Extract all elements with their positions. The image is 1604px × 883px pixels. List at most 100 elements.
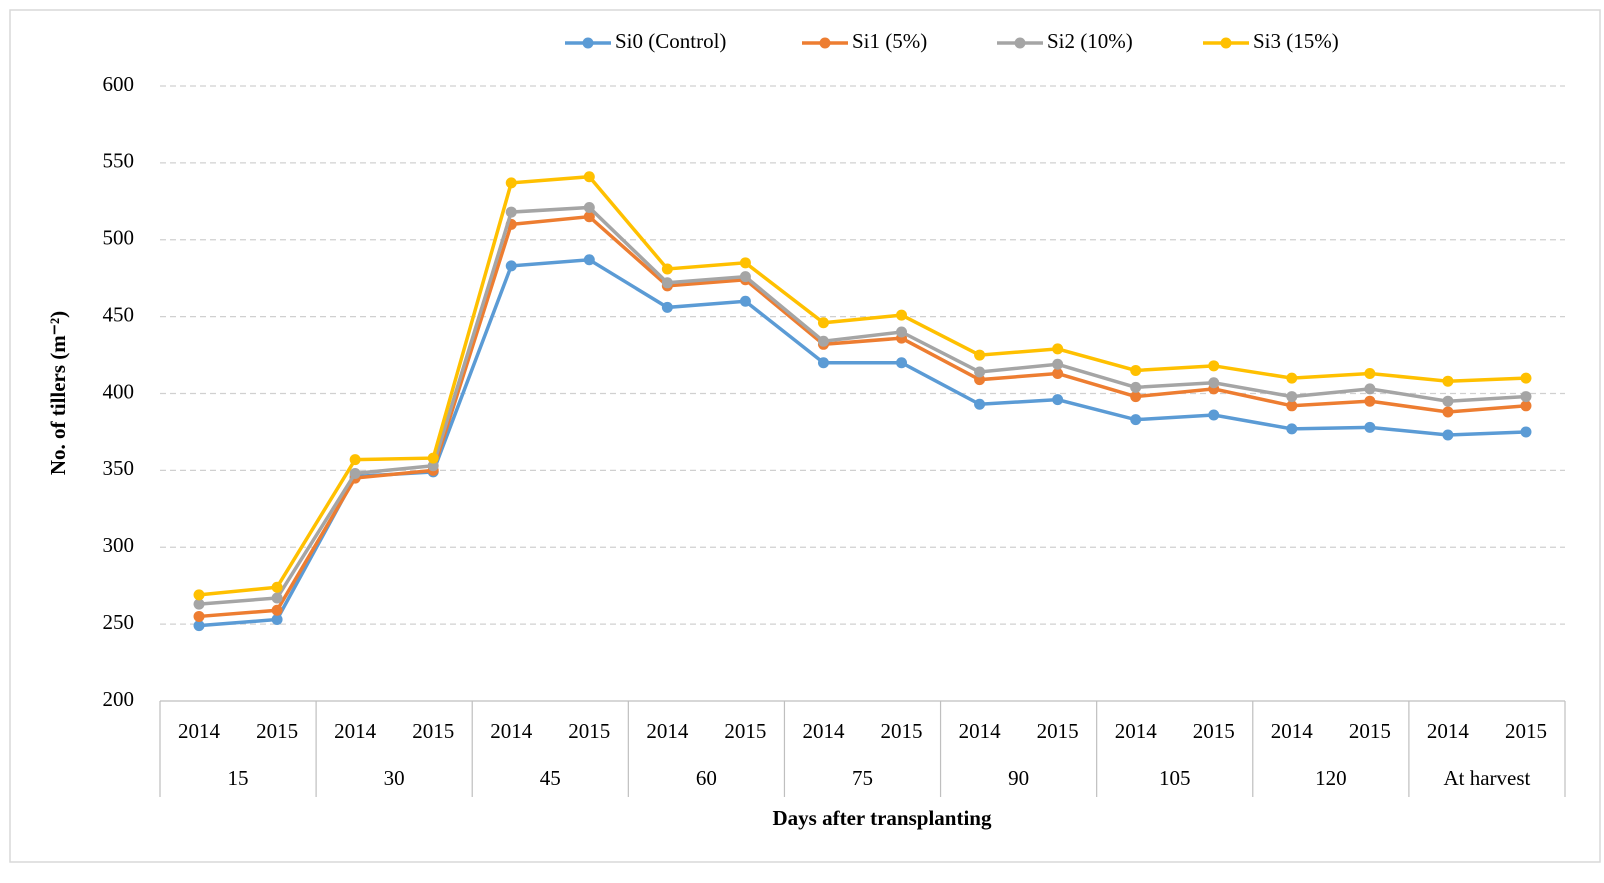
x-tick-label: 2015 (881, 719, 923, 743)
data-point (271, 614, 283, 626)
data-point (1130, 391, 1142, 403)
x-tick-label: 2015 (1349, 719, 1391, 743)
data-point (817, 317, 829, 329)
x-tick-label: 2015 (1505, 719, 1547, 743)
data-point (974, 374, 986, 386)
data-point (1052, 368, 1064, 380)
x-tick-label: 2014 (1271, 719, 1314, 743)
data-point (1052, 358, 1064, 370)
data-point (505, 177, 517, 189)
series-line (198, 205, 1527, 606)
y-tick-label: 500 (103, 226, 135, 250)
data-point (583, 171, 595, 183)
data-point (974, 349, 986, 361)
y-tick-label: 250 (103, 610, 135, 634)
y-tick-label: 450 (103, 302, 135, 326)
data-point (1364, 383, 1376, 395)
x-tick-label: 2015 (724, 719, 766, 743)
data-point (1442, 375, 1454, 387)
legend-label: Si2 (10%) (1047, 29, 1133, 53)
data-point (271, 581, 283, 593)
data-point (505, 206, 517, 218)
data-point (896, 357, 908, 369)
data-point (1364, 421, 1376, 433)
data-point (896, 309, 908, 321)
group-label: 105 (1159, 766, 1191, 790)
legend-label: Si3 (15%) (1253, 29, 1339, 53)
data-point (739, 295, 751, 307)
x-tick-label: 2014 (802, 719, 845, 743)
group-label: 90 (1008, 766, 1029, 790)
data-point (193, 598, 205, 610)
data-point (661, 263, 673, 275)
legend-marker (582, 37, 594, 49)
data-point (1130, 381, 1142, 393)
x-tick-label: 2015 (1037, 719, 1079, 743)
data-point (1442, 395, 1454, 407)
data-point (427, 452, 439, 464)
x-tick-label: 2014 (959, 719, 1002, 743)
x-tick-label: 2015 (256, 719, 298, 743)
series-line (198, 214, 1527, 619)
x-tick-label: 2014 (490, 719, 533, 743)
data-point (193, 589, 205, 601)
data-point (1442, 406, 1454, 418)
x-tick-label: 2014 (1115, 719, 1158, 743)
y-axis-title: No. of tillers (m⁻²) (46, 311, 70, 475)
data-point (661, 277, 673, 289)
series-line (198, 174, 1527, 597)
data-point (1208, 360, 1220, 372)
group-label: 120 (1315, 766, 1347, 790)
data-point (193, 620, 205, 632)
x-tick-label: 2014 (646, 719, 689, 743)
x-tick-label: 2014 (178, 719, 221, 743)
data-point (1520, 391, 1532, 403)
data-point (817, 357, 829, 369)
chart-border (9, 9, 1601, 863)
data-point (1052, 394, 1064, 406)
data-point (1520, 400, 1532, 412)
group-label: 15 (228, 766, 249, 790)
data-point (974, 366, 986, 378)
data-point (1208, 409, 1220, 421)
y-tick-label: 300 (103, 533, 135, 557)
legend-marker (1014, 37, 1026, 49)
group-label: 60 (696, 766, 717, 790)
data-point (1520, 426, 1532, 438)
data-point (349, 467, 361, 479)
legend-marker (1220, 37, 1232, 49)
group-label: 75 (852, 766, 873, 790)
x-tick-label: 2014 (1427, 719, 1470, 743)
data-point (661, 301, 673, 313)
data-point (1520, 372, 1532, 384)
group-label: 45 (540, 766, 561, 790)
data-point (739, 271, 751, 283)
y-tick-label: 600 (103, 72, 135, 96)
data-point (1286, 423, 1298, 435)
data-point (1286, 391, 1298, 403)
x-tick-label: 2015 (412, 719, 454, 743)
x-tick-label: 2015 (568, 719, 610, 743)
data-point (1286, 372, 1298, 384)
data-point (817, 335, 829, 347)
y-tick-label: 350 (103, 456, 135, 480)
y-tick-label: 400 (103, 379, 135, 403)
data-point (1364, 368, 1376, 380)
data-point (427, 460, 439, 472)
y-tick-label: 550 (103, 149, 135, 173)
legend-marker (819, 37, 831, 49)
group-label: 30 (384, 766, 405, 790)
data-point (896, 326, 908, 338)
data-point (1130, 364, 1142, 376)
data-point (193, 610, 205, 622)
x-axis-title: Days after transplanting (773, 806, 992, 830)
data-point (583, 254, 595, 266)
data-point (1052, 343, 1064, 355)
data-point (271, 592, 283, 604)
y-tick-label: 200 (103, 687, 135, 711)
legend-label: Si1 (5%) (852, 29, 927, 53)
data-point (974, 398, 986, 410)
data-point (1286, 400, 1298, 412)
data-point (1442, 429, 1454, 441)
